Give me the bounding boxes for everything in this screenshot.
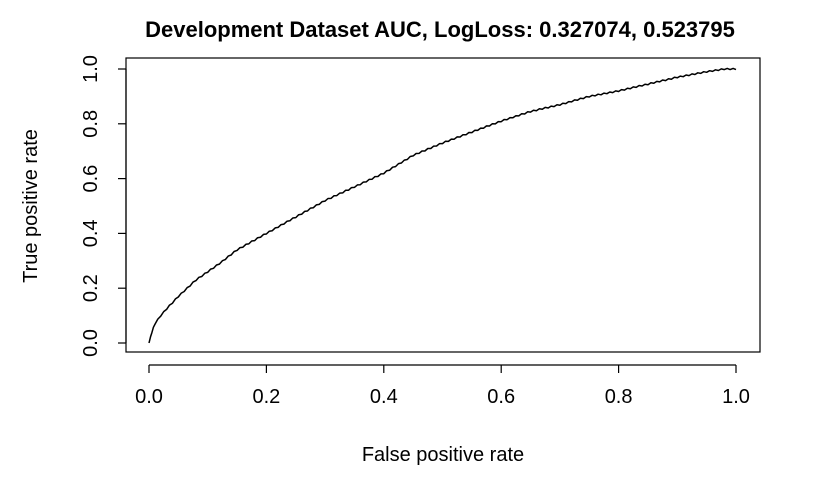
y-tick-label: 0.6: [80, 165, 102, 193]
y-tick-label: 0.2: [80, 274, 102, 302]
y-tick-label: 0.0: [80, 329, 102, 357]
roc-curve-line: [148, 67, 737, 344]
x-axis-label: False positive rate: [362, 444, 524, 466]
y-axis: 0.0 0.2 0.4 0.6 0.8 1.0: [80, 55, 127, 357]
x-tick-label: 0.2: [252, 386, 280, 408]
x-tick-label: 0.6: [487, 386, 515, 408]
plot-frame: [125, 57, 761, 353]
x-tick-label: 0.4: [370, 386, 398, 408]
chart-title: Development Dataset AUC, LogLoss: 0.3270…: [145, 17, 735, 42]
x-tick-label: 1.0: [722, 386, 750, 408]
x-axis: 0.0 0.2 0.4 0.6 0.8 1.0: [135, 364, 750, 408]
y-tick-label: 0.4: [80, 219, 102, 247]
y-tick-label: 1.0: [80, 55, 102, 83]
x-tick-label: 0.8: [605, 386, 633, 408]
x-tick-label: 0.0: [135, 386, 163, 408]
y-axis-label: True positive rate: [20, 129, 42, 283]
y-tick-label: 0.8: [80, 110, 102, 138]
